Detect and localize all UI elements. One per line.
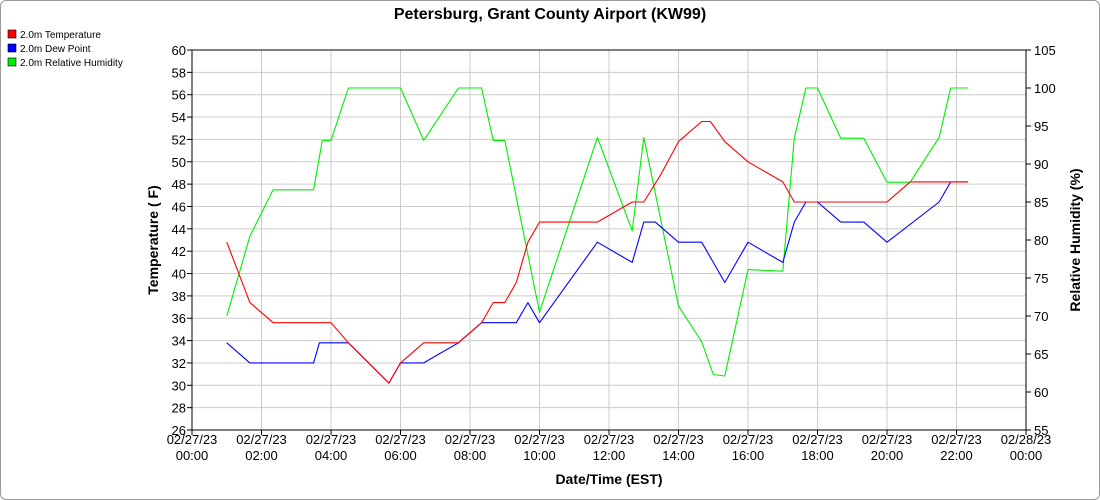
y-right-tick-label: 65 <box>1034 347 1048 362</box>
x-tick-label-time: 04:00 <box>315 448 348 463</box>
x-tick-label-time: 00:00 <box>1010 448 1043 463</box>
legend-swatch-humidity <box>7 57 17 67</box>
y-left-axis-ticks: 26 28 30 32 34 36 38 40 42 44 46 48 50 52 54 56 58 60 <box>172 43 192 438</box>
x-tick-label-time: 16:00 <box>732 448 765 463</box>
x-tick-label-time: 08:00 <box>454 448 487 463</box>
x-tick-label-time: 02:00 <box>245 448 278 463</box>
y-left-tick-label: 38 <box>172 289 186 304</box>
y-left-tick-label: 46 <box>172 199 186 214</box>
x-axis-label: Date/Time (EST) <box>555 471 662 487</box>
x-tick-label-time: 00:00 <box>176 448 209 463</box>
y-right-axis-label: Relative Humidity (%) <box>1067 168 1083 311</box>
x-tick-label-date: 02/27/23 <box>167 432 218 447</box>
x-tick-label-time: 20:00 <box>871 448 904 463</box>
x-tick-label-date: 02/28/23 <box>1001 432 1052 447</box>
plot-area <box>191 49 1027 431</box>
x-tick-label-time: 06:00 <box>384 448 417 463</box>
y-right-tick-label: 60 <box>1034 385 1048 400</box>
y-left-tick-label: 54 <box>172 110 186 125</box>
y-left-tick-label: 34 <box>172 334 186 349</box>
y-left-tick-label: 50 <box>172 155 186 170</box>
y-left-tick-label: 40 <box>172 267 186 282</box>
y-right-tick-label: 90 <box>1034 157 1048 172</box>
y-left-tick-label: 32 <box>172 356 186 371</box>
x-tick-label-date: 02/27/23 <box>653 432 704 447</box>
x-tick-label-date: 02/27/23 <box>862 432 913 447</box>
y-left-tick-label: 30 <box>172 378 186 393</box>
y-left-tick-label: 60 <box>172 43 186 58</box>
y-right-axis-ticks: 55 60 65 70 75 80 85 90 95 100 105 <box>1026 43 1056 438</box>
y-left-tick-label: 56 <box>172 88 186 103</box>
x-tick-label-date: 02/27/23 <box>723 432 774 447</box>
series-line-temperature <box>226 120 969 384</box>
y-left-tick-label: 36 <box>172 311 186 326</box>
x-tick-label-time: 22:00 <box>940 448 973 463</box>
legend-label-temperature: 2.0m Temperature <box>20 30 101 41</box>
y-right-tick-label: 85 <box>1034 195 1048 210</box>
series-line-dew-point <box>226 181 969 384</box>
x-tick-label-time: 12:00 <box>593 448 626 463</box>
y-right-tick-label: 70 <box>1034 309 1048 324</box>
y-left-axis-label: Temperature ( F) <box>145 185 161 294</box>
x-axis-ticks: 02/27/2300:0002/27/2302:0002/27/2304:000… <box>167 430 1052 463</box>
x-tick-label-date: 02/27/23 <box>445 432 496 447</box>
y-right-tick-label: 75 <box>1034 271 1048 286</box>
x-tick-label-date: 02/27/23 <box>584 432 635 447</box>
y-right-tick-label: 100 <box>1034 81 1056 96</box>
legend-label-humidity: 2.0m Relative Humidity <box>20 58 123 69</box>
series-layer <box>226 87 969 384</box>
chart-title: Petersburg, Grant County Airport (KW99) <box>394 6 706 23</box>
y-left-tick-label: 44 <box>172 222 186 237</box>
x-tick-label-time: 10:00 <box>523 448 556 463</box>
x-tick-label-date: 02/27/23 <box>931 432 982 447</box>
x-tick-label-date: 02/27/23 <box>514 432 565 447</box>
y-right-tick-label: 95 <box>1034 119 1048 134</box>
x-tick-label-date: 02/27/23 <box>236 432 287 447</box>
y-left-tick-label: 42 <box>172 244 186 259</box>
x-tick-label-date: 02/27/23 <box>306 432 357 447</box>
legend: 2.0m Temperature 2.0m Dew Point 2.0m Rel… <box>7 29 123 69</box>
legend-swatch-temperature <box>7 29 17 39</box>
y-left-tick-label: 48 <box>172 177 186 192</box>
legend-label-dew-point: 2.0m Dew Point <box>20 44 91 55</box>
x-tick-label-date: 02/27/23 <box>792 432 843 447</box>
y-left-tick-label: 28 <box>172 401 186 416</box>
y-left-tick-label: 58 <box>172 65 186 80</box>
x-tick-label-time: 18:00 <box>801 448 834 463</box>
y-right-tick-label: 80 <box>1034 233 1048 248</box>
x-tick-label-date: 02/27/23 <box>375 432 426 447</box>
x-tick-label-time: 14:00 <box>662 448 695 463</box>
y-left-tick-label: 26 <box>172 423 186 438</box>
legend-swatch-dew-point <box>7 43 17 53</box>
y-right-tick-label: 55 <box>1034 423 1048 438</box>
series-line-relative-humidity <box>226 87 969 377</box>
y-right-tick-label: 105 <box>1034 43 1056 58</box>
y-left-tick-label: 52 <box>172 132 186 147</box>
